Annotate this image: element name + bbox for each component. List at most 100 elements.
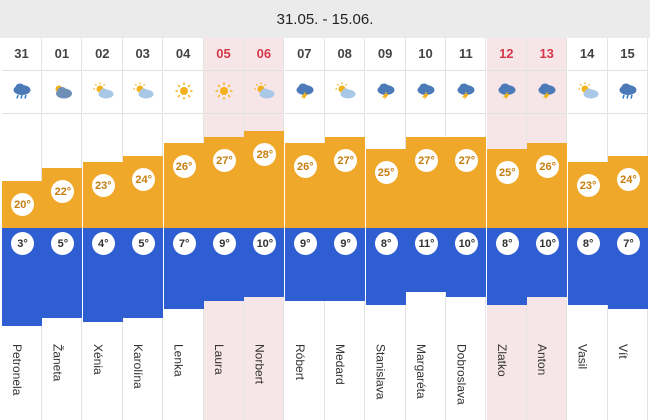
date-range-header: 31.05. - 15.06.: [0, 0, 650, 38]
divider: [2, 70, 41, 71]
day-column-15[interactable]: 15 24° 7° Vít: [608, 38, 648, 420]
nameday-label: Laura: [212, 344, 226, 375]
nameday-label: Vasil: [575, 344, 590, 370]
max-temp-label: 28°: [253, 143, 277, 166]
day-number: 13: [539, 46, 554, 61]
day-column-12[interactable]: 12 25° 8° Zlatko: [486, 38, 527, 420]
day-column-13[interactable]: 13 26° 10° Anton: [527, 38, 568, 420]
day-column-07[interactable]: 07 26° 9° Róbert: [284, 38, 325, 420]
nameday-label: Margaréta: [414, 344, 428, 399]
min-temp-label: 10°: [253, 232, 277, 255]
sun-cloud-icon: [577, 82, 599, 100]
nameday-label: Žaneta: [50, 344, 65, 382]
day-number: 02: [95, 46, 110, 61]
divider: [244, 70, 284, 71]
divider: [567, 113, 607, 114]
date-range-label: 31.05. - 15.06.: [276, 10, 374, 28]
day-column-14[interactable]: 14 23° 8° Vasil: [567, 38, 608, 420]
max-temp-label: 25°: [495, 161, 519, 184]
day-column-06[interactable]: 06 28° 10° Norbert: [244, 38, 285, 420]
max-temp-bar: [608, 156, 648, 228]
partly-cloudy-icon: [51, 82, 73, 100]
divider: [406, 113, 445, 114]
day-column-31[interactable]: 31 20° 3° Petronela: [2, 38, 42, 420]
day-column-11[interactable]: 11 27° 10° Dobroslava: [446, 38, 487, 420]
min-temp-label: 9°: [334, 232, 358, 255]
day-column-01[interactable]: 01 22° 5° Žaneta: [42, 38, 83, 420]
day-number: 31: [14, 46, 29, 61]
divider: [527, 70, 567, 71]
divider: [163, 70, 203, 71]
nameday-label: Medard: [333, 344, 348, 385]
thunderstorm-icon: [536, 82, 558, 100]
thunderstorm-icon: [415, 82, 437, 100]
min-temp-label: 5°: [132, 232, 156, 255]
nameday-label: Dobroslava: [454, 344, 469, 405]
divider: [244, 113, 284, 114]
min-temp-label: 7°: [617, 232, 640, 255]
day-number: 08: [337, 46, 352, 61]
min-temp-label: 11°: [415, 232, 438, 255]
divider: [446, 113, 486, 114]
day-number: 09: [377, 46, 393, 61]
nameday-label: Anton: [535, 344, 550, 376]
min-temp-label: 3°: [11, 232, 34, 255]
divider: [486, 113, 526, 114]
day-number: 14: [579, 46, 595, 61]
thunderstorm-icon: [455, 82, 477, 100]
sun-cloud-icon: [92, 82, 114, 100]
divider: [163, 113, 203, 114]
nameday-label: Karolína: [131, 344, 146, 389]
rain-cloud-icon: [11, 82, 33, 100]
min-temp-label: 7°: [172, 232, 196, 255]
divider: [608, 113, 647, 114]
day-column-05[interactable]: 05 27° 9° Laura: [204, 38, 244, 420]
day-column-09[interactable]: 09 25° 8° Stanislava: [365, 38, 406, 420]
nameday-label: Róbert: [292, 344, 307, 381]
max-temp-label: 23°: [576, 174, 600, 197]
max-temp-label: 23°: [91, 174, 115, 197]
max-temp-label: 26°: [536, 155, 560, 178]
divider: [204, 70, 243, 71]
max-temp-label: 26°: [293, 155, 317, 178]
divider: [527, 113, 567, 114]
divider: [365, 113, 405, 114]
divider: [567, 70, 607, 71]
nameday-label: Lenka: [171, 344, 186, 377]
sun-icon: [173, 82, 195, 100]
max-temp-label: 20°: [11, 193, 34, 216]
day-number: 03: [135, 46, 150, 61]
divider: [446, 70, 486, 71]
nameday-label: Xénia: [90, 344, 105, 375]
day-number: 07: [297, 46, 312, 61]
min-temp-label: 4°: [91, 232, 115, 255]
day-column-08[interactable]: 08 27° 9° Medard: [325, 38, 366, 420]
divider: [325, 113, 365, 114]
divider: [365, 70, 405, 71]
day-column-02[interactable]: 02 23° 4° Xénia: [82, 38, 123, 420]
max-temp-label: 24°: [132, 168, 156, 191]
day-number: 11: [459, 46, 473, 61]
day-column-03[interactable]: 03 24° 5° Karolína: [123, 38, 164, 420]
day-number: 12: [499, 46, 514, 61]
max-temp-label: 27°: [415, 149, 438, 172]
rain-cloud-icon: [617, 82, 639, 100]
day-column-04[interactable]: 04 26° 7° Lenka: [163, 38, 204, 420]
min-temp-label: 10°: [536, 232, 560, 255]
nameday-label: Stanislava: [373, 344, 388, 400]
divider: [2, 113, 41, 114]
max-temp-label: 25°: [374, 161, 398, 184]
max-temp-bar: [123, 156, 164, 228]
forecast-columns: 31 20° 3° Petronela 01 22° 5° Žaneta 02 23° 4° Xéni…: [2, 38, 648, 420]
day-number: 05: [216, 46, 231, 61]
min-temp-label: 9°: [293, 232, 317, 255]
max-temp-label: 22°: [51, 180, 75, 203]
max-temp-label: 27°: [334, 149, 358, 172]
max-temp-label: 24°: [617, 168, 640, 191]
divider: [284, 113, 324, 114]
sun-cloud-icon: [132, 82, 154, 100]
day-number: 04: [175, 46, 191, 61]
day-column-10[interactable]: 10 27° 11° Margaréta: [406, 38, 446, 420]
divider: [82, 70, 122, 71]
nameday-label: Petronela: [10, 344, 24, 396]
